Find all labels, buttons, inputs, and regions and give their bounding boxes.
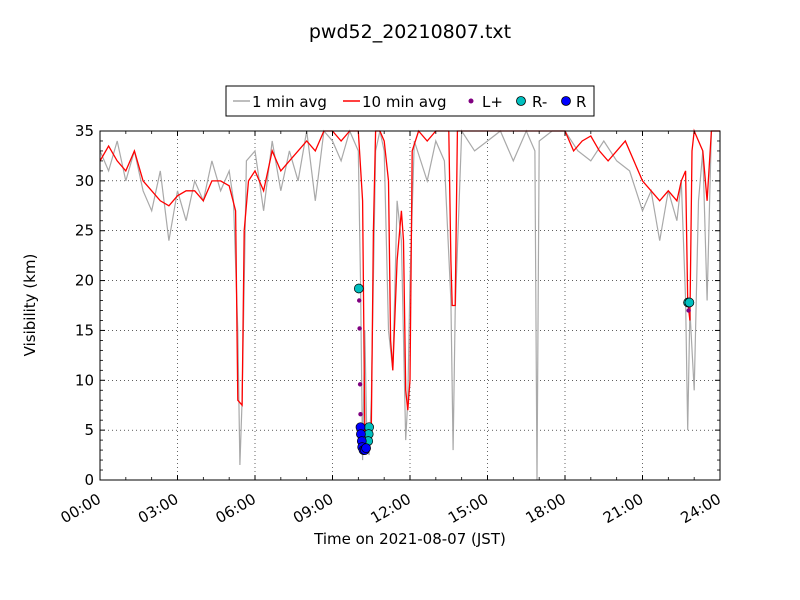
plot-area: 0 5 10 15 20 25 30 35 00:00 03:00 06:00 09:00 12:00 1… (58, 122, 724, 527)
series-point (357, 382, 363, 387)
legend-lplus-label: L+ (482, 93, 503, 111)
x-tick-label: 03:00 (135, 490, 181, 527)
y-tick-label: 25 (75, 222, 94, 240)
x-tick-label: 24:00 (678, 490, 724, 527)
x-tick-label: 12:00 (368, 490, 414, 527)
x-tick-label: 00:00 (58, 490, 104, 527)
x-tick-label: 06:00 (213, 490, 259, 527)
legend-box (225, 85, 595, 117)
legend-1min-label: 1 min avg (252, 93, 327, 111)
series-point (358, 412, 363, 417)
y-tick-label: 20 (75, 272, 94, 290)
legend: 1 min avg 10 min avg L+ R- R (225, 85, 595, 117)
y-tick-label: 5 (84, 421, 94, 439)
legend-r-swatch (561, 96, 571, 106)
x-tick-label: 15:00 (445, 490, 491, 527)
series-point (357, 326, 362, 331)
x-axis-label: Time on 2021-08-07 (JST) (313, 530, 506, 548)
x-tick-label: 21:00 (600, 490, 646, 527)
series-line-0 (99, 129, 720, 481)
y-tick-label: 10 (75, 371, 94, 389)
y-tick-label: 0 (84, 471, 94, 489)
x-tick-label: 18:00 (523, 490, 569, 527)
series-point (353, 283, 364, 294)
y-tick-label: 35 (75, 122, 94, 140)
series-point (686, 308, 691, 313)
series-line-1 (99, 128, 720, 451)
legend-rminus-swatch (516, 96, 526, 106)
series-point (357, 298, 362, 303)
chart-title: pwd52_20210807.txt (309, 21, 511, 43)
series-point (684, 297, 695, 308)
y-tick-label: 15 (75, 321, 94, 339)
y-tick-label: 30 (75, 172, 94, 190)
series-point (361, 443, 371, 453)
legend-r-label: R (576, 93, 586, 111)
x-tick-label: 09:00 (290, 490, 336, 527)
legend-rminus-label: R- (532, 93, 547, 111)
y-axis-label: Visibility (km) (21, 254, 39, 357)
legend-lplus-swatch (468, 98, 474, 104)
series-layer (99, 128, 720, 481)
legend-10min-label: 10 min avg (362, 93, 447, 111)
